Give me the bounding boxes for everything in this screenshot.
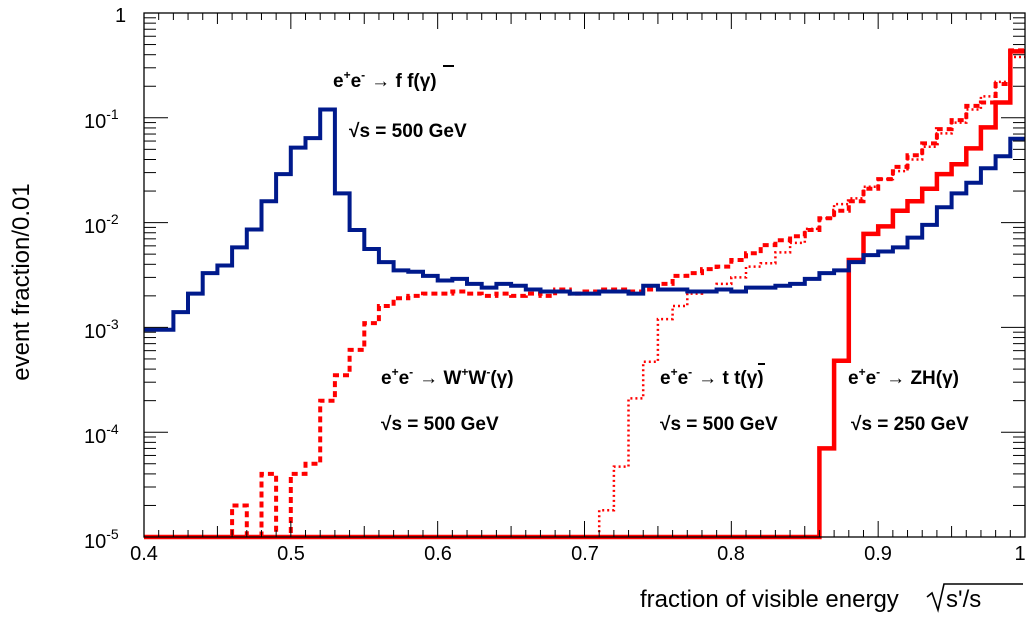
x-tick-label: 0.5 <box>277 543 305 565</box>
annotation-zh: e+e- → ZH(γ) √s = 250 GeV <box>848 365 969 435</box>
x-axis-title: fraction of visible energy <box>640 586 899 613</box>
annotation-process: e+e- → t t(γ) <box>660 365 764 389</box>
x-tick-label: 0.6 <box>424 543 452 565</box>
x-tick-labels: 0.4 0.5 0.6 0.7 0.8 0.9 1 <box>130 543 1025 565</box>
annotation-energy: √s = 250 GeV <box>851 414 969 435</box>
series-layer <box>144 48 1025 540</box>
series-line-thick-solid-red <box>144 49 1025 540</box>
annotation-ffbar: e+e- → f f(γ) √s = 500 GeV <box>333 65 467 142</box>
x-tick-label: 0.8 <box>717 543 745 565</box>
annotation-process: e+e- → f f(γ) <box>333 68 437 92</box>
series-line-solid-blue <box>144 107 1025 332</box>
annotation-energy: √s = 500 GeV <box>349 121 467 142</box>
y-tick-label: 10-1 <box>84 106 119 133</box>
ticks-layer <box>143 12 1026 538</box>
y-tick-label: 10-3 <box>84 316 119 343</box>
x-tick-label: 0.7 <box>571 543 599 565</box>
sqrt-sign <box>926 583 1023 613</box>
x-tick-label: 1 <box>1014 543 1025 565</box>
y-tick-labels: 10-5 10-4 10-3 10-2 10-1 1 <box>84 5 126 553</box>
x-tick-label: 0.9 <box>864 543 892 565</box>
annotation-energy: √s = 500 GeV <box>660 414 778 435</box>
annotation-tt: e+e- → t t(γ) √s = 500 GeV <box>660 363 778 435</box>
annotation-ww: e+e- → W+W-(γ) √s = 500 GeV <box>381 365 514 435</box>
y-tick-label: 10-2 <box>84 211 119 238</box>
annotation-process: e+e- → W+W-(γ) <box>381 365 514 389</box>
y-axis-title: event fraction/0.01 <box>8 183 35 380</box>
x-axis-title-math: s'/s <box>946 586 981 613</box>
y-tick-label: 10-4 <box>84 421 119 448</box>
y-tick-label: 1 <box>115 5 126 27</box>
y-tick-label: 10-5 <box>84 526 119 553</box>
annotation-energy: √s = 500 GeV <box>381 414 499 435</box>
annotation-process: e+e- → ZH(γ) <box>848 365 959 389</box>
x-tick-label: 0.4 <box>130 543 158 565</box>
